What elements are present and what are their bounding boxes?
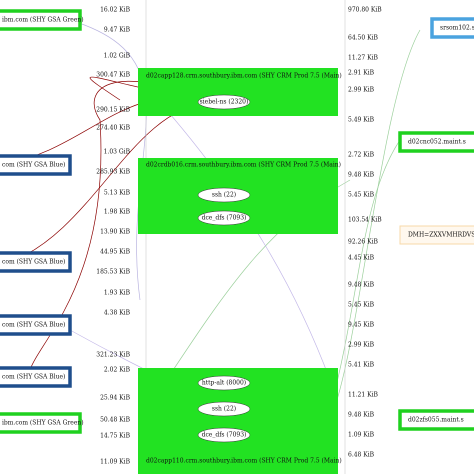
service-node — [197, 210, 251, 226]
edge-label: 1.98 KiB — [104, 209, 131, 216]
edge-label: 9.48 KiB — [348, 412, 375, 419]
edge-label: 4.45 KiB — [348, 255, 375, 262]
edge-label: 9.45 KiB — [348, 322, 375, 329]
edge-label: 14.75 KiB — [100, 433, 130, 440]
edge-label: 290.15 KiB — [96, 107, 130, 114]
edge — [329, 139, 401, 411]
nodes: 16.02 KiB 9.47 KiB 1.02 GiB 300.47 KiB 290.1… — [0, 7, 474, 474]
host-box — [398, 409, 474, 431]
host-label: d02cnc052.maint.s — [408, 139, 466, 146]
service-label: dce_dfs (7093) — [202, 432, 247, 439]
edge-label: 274.40 KiB — [96, 125, 130, 132]
edge-label: 285.93 KiB — [96, 169, 130, 176]
service-label: ssh (22) — [212, 406, 236, 413]
host-label: ibm.com (SHY GSA Green) — [2, 17, 84, 24]
host-title: d02capp110.crm.southbury.ibm.com (SHY CR… — [146, 458, 342, 465]
service-label: ssh (22) — [212, 192, 236, 199]
host-box — [0, 314, 72, 336]
edge-label: 16.02 KiB — [100, 7, 130, 14]
host-label: srsom102.s — [440, 25, 474, 32]
host-label: ibm.com (SHY GSA Green) — [2, 420, 84, 427]
edge — [69, 19, 147, 301]
edge-label: 4.38 KiB — [104, 310, 131, 317]
service-node — [197, 401, 251, 417]
edge-label: 1.09 KiB — [348, 432, 375, 439]
edge-label: 1.93 KiB — [104, 290, 131, 297]
host-box — [0, 154, 72, 176]
host-title: d02capp128.crm.southbury.ibm.com (SHY CR… — [146, 73, 342, 80]
edge-label: 2.99 KiB — [348, 342, 375, 349]
edge — [329, 29, 421, 421]
edge-label: 64.50 KiB — [348, 35, 378, 42]
edge-label: 103.54 KiB — [348, 217, 382, 224]
edge-label: 300.47 KiB — [96, 72, 130, 79]
service-node — [197, 94, 251, 110]
edge-label: 50.48 KiB — [100, 417, 130, 424]
edge-label: 1.02 GiB — [104, 53, 131, 60]
edge-label: 2.99 KiB — [348, 87, 375, 94]
host-box — [399, 225, 474, 245]
edge-label: 13.90 KiB — [100, 229, 130, 236]
service-node — [197, 187, 251, 203]
edge-label: 9.48 KiB — [348, 282, 375, 289]
edge-label: 9.48 KiB — [348, 172, 375, 179]
edge-label: 11.09 KiB — [100, 459, 130, 466]
edge-label: 11.27 KiB — [348, 55, 378, 62]
edge-label: 970.80 KiB — [348, 7, 382, 14]
service-label: http-alt (8000) — [202, 380, 246, 387]
host-label: com (SHY GSA Blue) — [2, 322, 65, 329]
host-box — [398, 131, 474, 153]
host-box — [0, 412, 82, 434]
edge-label: 5.49 KiB — [348, 117, 375, 124]
host-box — [0, 9, 82, 31]
service-node — [197, 375, 251, 391]
edge-label: 5.45 KiB — [348, 302, 375, 309]
edge-label: 321.23 KiB — [96, 352, 130, 359]
edge-label: 5.41 KiB — [348, 362, 375, 369]
edge-label: 44.95 KiB — [100, 249, 130, 256]
edge — [139, 79, 331, 381]
host-label: com (SHY GSA Blue) — [2, 259, 65, 266]
edge-label: 11.21 KiB — [348, 392, 378, 399]
host-box — [430, 17, 474, 39]
edge-label: 92.26 KiB — [348, 239, 378, 246]
host-label: com (SHY GSA Blue) — [2, 162, 65, 169]
edge-label: 6.48 KiB — [348, 452, 375, 459]
host-box — [0, 251, 72, 273]
service-node — [197, 427, 251, 443]
host-label: DMH=ZXXVMHRDVS.pol — [408, 232, 474, 239]
edge-label: 5.13 KiB — [104, 190, 131, 197]
edge-label: 5.45 KiB — [348, 192, 375, 199]
edge-label: 25.94 KiB — [100, 395, 130, 402]
host-box — [0, 366, 72, 388]
edge-label: 2.91 KiB — [348, 70, 375, 77]
service-label: siebel-ns (2320) — [200, 99, 249, 106]
edge-label: 1.03 GiB — [104, 149, 131, 156]
host-label: d02zfs055.maint.s — [408, 417, 464, 424]
edge-label: 9.47 KiB — [104, 27, 131, 34]
service-label: dce_dfs (7093) — [202, 215, 247, 222]
edge-label: 2.72 KiB — [348, 152, 375, 159]
edge-label: 185.53 KiB — [96, 269, 130, 276]
host-title: d02crdb016.crm.southbury.ibm.com (SHY CR… — [146, 162, 341, 169]
host-label: com (SHY GSA Blue) — [2, 374, 65, 381]
edge-label: 2.02 KiB — [104, 367, 131, 374]
